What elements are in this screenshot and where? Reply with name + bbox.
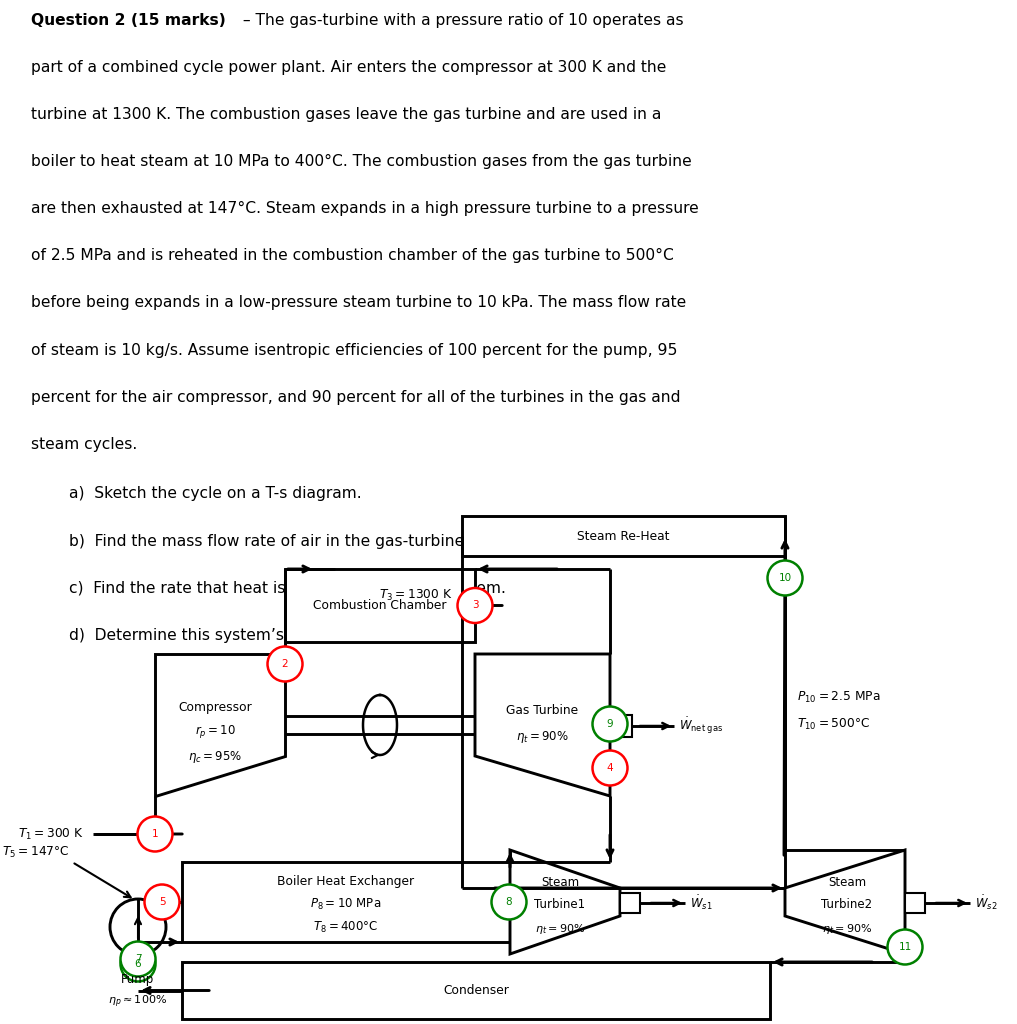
Bar <box>182 862 510 942</box>
Text: $\eta_c = 95\%$: $\eta_c = 95\%$ <box>188 749 242 765</box>
Text: Boiler Heat Exchanger: Boiler Heat Exchanger <box>278 876 415 889</box>
Circle shape <box>267 646 302 682</box>
Bar <box>610 715 632 737</box>
Text: Compressor: Compressor <box>178 700 252 714</box>
Text: 2: 2 <box>282 659 288 669</box>
Text: before being expands in a low-pressure steam turbine to 10 kPa. The mass flow ra: before being expands in a low-pressure s… <box>31 295 685 310</box>
Circle shape <box>120 941 156 977</box>
Circle shape <box>768 560 802 596</box>
Text: $r_p = 10$: $r_p = 10$ <box>194 724 236 740</box>
Text: a)  Sketch the cycle on a T-s diagram.: a) Sketch the cycle on a T-s diagram. <box>69 486 362 502</box>
Bar <box>620 893 640 913</box>
Text: Steam: Steam <box>828 876 866 889</box>
Text: 1: 1 <box>152 829 159 839</box>
Text: percent for the air compressor, and 90 percent for all of the turbines in the ga: percent for the air compressor, and 90 p… <box>31 390 680 404</box>
Text: 4: 4 <box>607 763 613 773</box>
Text: $T_1 = 300$ K: $T_1 = 300$ K <box>18 826 83 842</box>
Text: 8: 8 <box>505 897 513 907</box>
Text: of 2.5 MPa and is reheated in the combustion chamber of the gas turbine to 500°C: of 2.5 MPa and is reheated in the combus… <box>31 248 673 263</box>
Polygon shape <box>785 850 905 954</box>
Text: c)  Find the rate that heat is added to the entire system.: c) Find the rate that heat is added to t… <box>69 581 506 596</box>
Circle shape <box>593 751 627 785</box>
Text: b)  Find the mass flow rate of air in the gas-turbine cycle.: b) Find the mass flow rate of air in the… <box>69 534 515 549</box>
Text: Condenser: Condenser <box>443 984 508 997</box>
Circle shape <box>593 707 627 741</box>
Text: $T_3 = 1300$ K: $T_3 = 1300$ K <box>379 588 453 603</box>
Text: Question 2 (15 marks): Question 2 (15 marks) <box>31 12 226 28</box>
Bar <box>285 569 475 642</box>
Text: of steam is 10 kg/s. Assume isentropic efficiencies of 100 percent for the pump,: of steam is 10 kg/s. Assume isentropic e… <box>31 342 677 357</box>
Text: turbine at 1300 K. The combustion gases leave the gas turbine and are used in a: turbine at 1300 K. The combustion gases … <box>31 108 661 122</box>
Text: boiler to heat steam at 10 MPa to 400°C. The combustion gases from the gas turbi: boiler to heat steam at 10 MPa to 400°C.… <box>31 155 692 169</box>
Circle shape <box>120 946 156 981</box>
Circle shape <box>458 588 492 623</box>
Circle shape <box>144 885 179 920</box>
Text: $T_{10} = 500°$C: $T_{10} = 500°$C <box>797 717 871 731</box>
Text: $\dot{W}_{\mathrm{net\ gas}}$: $\dot{W}_{\mathrm{net\ gas}}$ <box>679 716 723 736</box>
Bar <box>905 893 925 913</box>
Text: $\eta_p \approx 100\%$: $\eta_p \approx 100\%$ <box>109 994 168 1011</box>
Text: 7: 7 <box>134 954 141 964</box>
Text: are then exhausted at 147°C. Steam expands in a high pressure turbine to a press: are then exhausted at 147°C. Steam expan… <box>31 201 699 216</box>
Text: 3: 3 <box>472 600 478 610</box>
Text: $\eta_t = 90\%$: $\eta_t = 90\%$ <box>535 922 585 936</box>
Text: $\dot{W}_{s1}$: $\dot{W}_{s1}$ <box>690 894 713 912</box>
Circle shape <box>888 930 922 965</box>
Text: $\eta_t = 90\%$: $\eta_t = 90\%$ <box>516 729 569 745</box>
Text: 9: 9 <box>607 719 613 729</box>
Text: 6: 6 <box>134 959 141 969</box>
Text: $T_5 = 147°$C: $T_5 = 147°$C <box>2 845 69 859</box>
Polygon shape <box>475 654 610 796</box>
Text: Steam Re-Heat: Steam Re-Heat <box>578 529 670 543</box>
Bar <box>462 516 785 556</box>
Text: 10: 10 <box>778 573 791 583</box>
Text: Gas Turbine: Gas Turbine <box>506 703 579 717</box>
Text: steam cycles.: steam cycles. <box>31 436 136 452</box>
Circle shape <box>110 899 166 955</box>
Text: $P_{10} = 2.5$ MPa: $P_{10} = 2.5$ MPa <box>797 689 881 705</box>
Text: $\eta_t = 90\%$: $\eta_t = 90\%$ <box>822 922 873 936</box>
Text: Turbine1: Turbine1 <box>535 897 586 910</box>
Text: d)  Determine this system’s thermal efficiency.: d) Determine this system’s thermal effic… <box>69 628 432 643</box>
Text: Turbine2: Turbine2 <box>822 897 873 910</box>
Text: Steam: Steam <box>541 876 579 889</box>
Text: $T_8 = 400°$C: $T_8 = 400°$C <box>313 920 378 935</box>
Text: Pump: Pump <box>121 973 155 985</box>
Bar <box>182 962 770 1019</box>
Text: – The gas-turbine with a pressure ratio of 10 operates as: – The gas-turbine with a pressure ratio … <box>238 12 683 28</box>
Text: 5: 5 <box>159 897 166 907</box>
Text: $\dot{W}_{s2}$: $\dot{W}_{s2}$ <box>975 894 998 912</box>
Text: $P_8 = 10$ MPa: $P_8 = 10$ MPa <box>310 896 381 911</box>
Circle shape <box>137 816 173 852</box>
Polygon shape <box>510 850 620 954</box>
Text: 11: 11 <box>898 942 911 952</box>
Text: part of a combined cycle power plant. Air enters the compressor at 300 K and the: part of a combined cycle power plant. Ai… <box>31 59 666 75</box>
Circle shape <box>491 885 527 920</box>
Polygon shape <box>155 654 285 796</box>
Text: Combustion Chamber: Combustion Chamber <box>313 599 446 612</box>
